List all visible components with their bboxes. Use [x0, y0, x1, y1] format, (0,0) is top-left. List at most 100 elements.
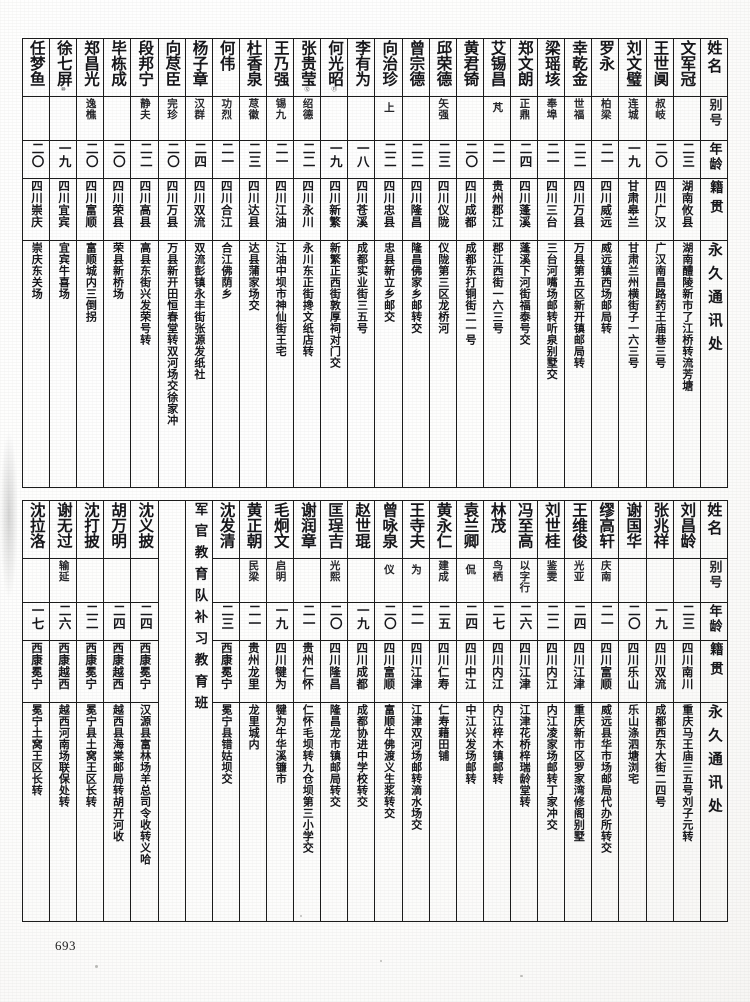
cell-origin: 四川忠县 [374, 178, 403, 241]
person-name: 王寺夫 [407, 502, 426, 549]
person-origin: 四川高县 [138, 180, 153, 228]
cell-origin: 四川高县 [130, 178, 159, 241]
cell-origin: 四川犍为 [265, 640, 295, 703]
person-address: 龙里城内 [247, 704, 261, 750]
cell-name: 曾宗德 [401, 38, 430, 97]
person-age: 二一 [598, 142, 614, 168]
cell-address: 龙里城内 [238, 702, 267, 922]
person-origin: 四川富顺 [84, 180, 99, 228]
cell-alias: 鉴雯 [537, 558, 566, 603]
cell-alias: 仪 [374, 558, 403, 603]
name-cell-content: 赵世琨 [348, 502, 374, 549]
person-address: 双流彭镇永丰街张源发纸社 [192, 242, 206, 380]
person-origin: 湖南攸县 [680, 180, 695, 228]
person-alias: 荩徽 [247, 98, 260, 120]
cell-name: 张兆祥 [645, 500, 674, 559]
name-cell-content: 黄永仁 [430, 502, 456, 549]
person-age: 二〇 [381, 604, 397, 630]
person-name: 匡珵吉 [326, 502, 344, 549]
cell-name: 何光昭 ⑪ [320, 38, 349, 97]
cell-origin: 四川永川 [293, 178, 322, 241]
cell-alias: 以字行 [509, 558, 539, 603]
cell-origin: 四川南川 [672, 640, 701, 703]
cell-address: 江津双河场邮转滴水场交 [401, 702, 430, 922]
cell-alias [76, 558, 105, 603]
person-name: 林茂 [488, 502, 507, 533]
cell-name: 赵世琨 [347, 500, 376, 559]
person-age: 二〇 [327, 604, 343, 630]
person-age: 二一 [544, 142, 560, 168]
person-name: 段邦宁 [136, 40, 155, 87]
cell-origin: 四川成都 [347, 640, 376, 703]
cell-age: 一七 [21, 602, 51, 641]
person-origin: 西康冕宁 [219, 642, 234, 690]
cell-age: 二七 [482, 602, 511, 641]
cell-age: 二四 [130, 602, 159, 641]
person-origin: 四川中江 [463, 642, 478, 690]
cell-address: 甘肃兰州横街子一六三号 [618, 240, 647, 488]
person-age: 二四 [463, 604, 479, 630]
cell-name: 王世阒 [645, 38, 674, 97]
person-origin: 四川万县 [572, 180, 587, 228]
name-cell-content: 王寺夫 [403, 502, 429, 549]
cell-age: 二四 [564, 602, 593, 641]
cell-address: 湖南醴陵新市了江桥转流芳塘 [672, 240, 701, 488]
cell-origin: 四川内江 [537, 640, 566, 703]
person-address: 崇庆东关场 [30, 242, 44, 300]
cell-name: 刘世桂 [537, 500, 566, 559]
cell-origin: 贵州仁怀 [293, 640, 322, 703]
person-name: 缪高轩 [597, 502, 616, 549]
person-address: 万县第五区新开镇邮局转 [572, 242, 586, 369]
person-name: 刘世桂 [542, 502, 561, 549]
person-name: 沈拉洛 [27, 502, 46, 549]
cell-name: 匡珵吉 [320, 500, 349, 559]
cell-name: 张贵莹 ⑫ [293, 38, 322, 97]
person-age: 二二 [409, 142, 425, 168]
cell-name: 邱荣德 [428, 38, 457, 97]
row-label-text: 姓名 [705, 502, 724, 538]
cell-age: 二三 [672, 140, 701, 179]
person-age: 一九 [653, 604, 668, 630]
name-cell-content: 王维俊 [565, 502, 591, 549]
cell-alias: 矢强 [428, 96, 457, 141]
person-alias: 静夫 [138, 98, 151, 120]
cell-address: 崇庆东关场 [21, 240, 51, 488]
person-origin: 四川富顺 [382, 642, 397, 690]
cell-address: 重庆马王庙三五号刘子元转 [672, 702, 701, 922]
name-cell-content: 李有为 [348, 40, 374, 87]
person-origin: 四川新繁 [328, 180, 343, 228]
cell-address: 威远县华市场邮局代办所转交 [591, 702, 620, 922]
name-cell-content: 谢润章 [294, 502, 320, 549]
name-cell-content: 罗永 [592, 40, 618, 71]
person-name: 幸乾金 [569, 40, 588, 87]
person-age: 二〇 [83, 142, 99, 168]
cell-age: 二四 [509, 140, 539, 179]
cell-alias: 柏梁 [591, 96, 620, 141]
person-alias: 汉群 [193, 98, 206, 120]
cell-address: 双流彭镇永丰街张源发纸社 [184, 240, 213, 488]
cell-alias: 荩徽 [238, 96, 267, 141]
cell-origin: 四川隆昌 [320, 640, 349, 703]
cell-alias [672, 96, 701, 141]
cell-address: 万县第五区新开镇邮局转 [564, 240, 593, 488]
cell-alias: 启明 [265, 558, 295, 603]
cell-origin: 四川江津 [564, 640, 593, 703]
cell-origin: 湖南攸县 [672, 178, 701, 241]
person-name: 杨子章 [190, 40, 209, 87]
cell-address: 乐山涤泗塘浏宅 [618, 702, 647, 922]
person-alias: 芃 [491, 102, 504, 113]
person-age: 二四 [517, 142, 533, 168]
cell-origin: 四川隆昌 [401, 178, 430, 241]
cell-name: 向治珍 [374, 38, 403, 97]
cell-name: 沈义披 [130, 500, 159, 559]
name-cell-content: 杜香泉 [240, 40, 266, 87]
person-origin: 贵州仁怀 [301, 642, 316, 690]
cell-address: 新繁正西街敦厚祠对门交 [320, 240, 349, 488]
row-label-address: 永久通讯处 [699, 240, 729, 488]
person-origin: 四川内江 [545, 642, 560, 690]
cell-age: 二一 [537, 140, 566, 179]
name-cell-content: 黄正朝 [240, 502, 266, 549]
person-address: 仁怀毛坝转九仓坝第三小学交 [301, 704, 315, 854]
row-label-text: 别号 [706, 98, 722, 128]
person-alias: 绍德 [301, 98, 314, 120]
